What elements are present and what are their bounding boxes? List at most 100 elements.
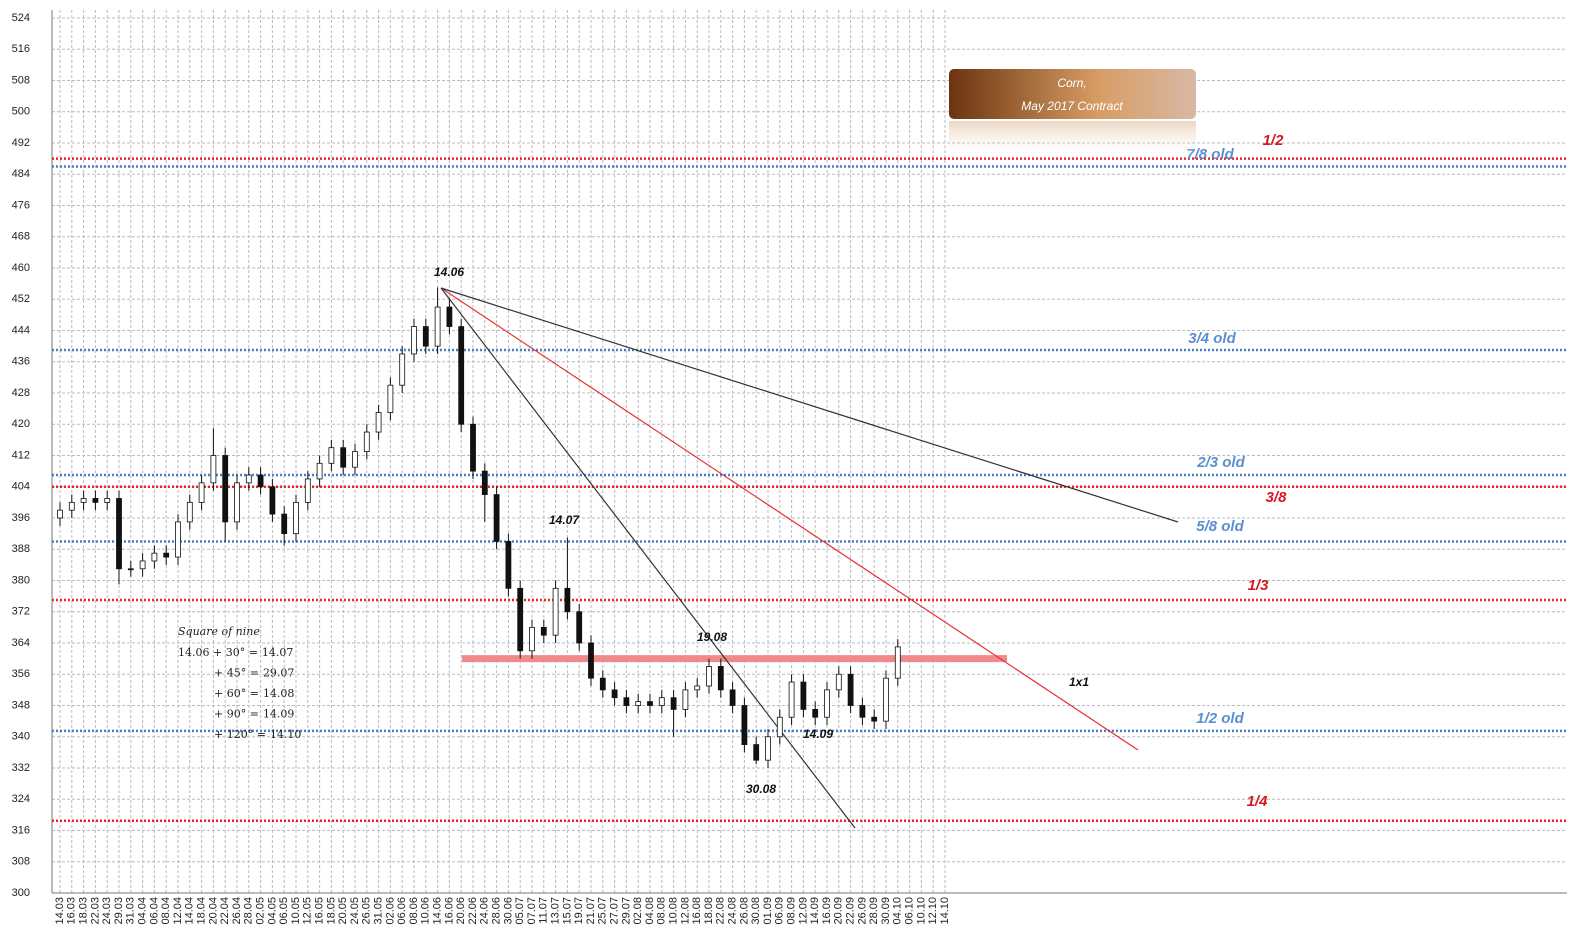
chart-title: May 2017 Contract (1021, 99, 1123, 113)
candle-body (824, 689, 830, 718)
y-tick-label: 412 (12, 449, 30, 461)
annotation: 19.08 (697, 630, 727, 644)
x-tick-label: 12.04 (172, 897, 184, 925)
square-title: Square of nine (178, 625, 260, 638)
candle-body (658, 697, 665, 706)
candle-body (670, 697, 677, 710)
candle-body (647, 701, 653, 706)
candle-body (552, 587, 559, 636)
x-tick-label: 24.05 (349, 897, 361, 925)
x-tick-label: 05.07 (514, 897, 526, 925)
x-tick-label: 27.07 (609, 897, 621, 925)
trend-line (440, 287, 856, 829)
candle-body (894, 646, 901, 679)
candle-body (57, 509, 63, 519)
x-tick-label: 12.10 (927, 897, 939, 925)
x-tick-label: 22.06 (467, 897, 479, 925)
y-tick-label: 396 (12, 512, 30, 524)
x-tick-label: 28.06 (491, 897, 503, 925)
square-result: 14.08 (263, 687, 295, 700)
candle-body (847, 673, 854, 706)
candle-body (186, 501, 193, 523)
y-tick-label: 308 (12, 856, 30, 868)
candle-body (835, 673, 842, 691)
x-tick-label: 24.08 (727, 897, 739, 925)
y-tick-label: 524 (12, 12, 30, 24)
y-tick-label: 364 (12, 637, 30, 649)
x-tick-label: 20.05 (337, 897, 349, 925)
y-tick-label: 500 (12, 106, 30, 118)
candle-body (517, 587, 524, 652)
y-tick-label: 372 (12, 606, 30, 618)
x-tick-label: 14.09 (809, 897, 821, 925)
x-tick-label: 19.07 (573, 897, 585, 925)
x-tick-label: 12.08 (679, 897, 691, 925)
x-tick-label: 30.09 (880, 897, 892, 925)
square-expr: + 120° = (214, 728, 266, 741)
x-tick-label: 04.04 (137, 897, 149, 925)
x-tick-label: 31.03 (125, 897, 137, 925)
x-tick-label: 08.09 (786, 897, 798, 925)
level-label: 1/4 (1247, 793, 1269, 810)
candle-body (564, 587, 571, 613)
candle-body (623, 697, 630, 706)
y-tick-label: 444 (12, 324, 30, 336)
candle-body (576, 611, 583, 644)
x-tick-label: 29.03 (113, 897, 125, 925)
x-tick-label: 18.05 (325, 897, 337, 925)
x-tick-label: 06.04 (148, 897, 160, 925)
candle-body (363, 431, 370, 452)
candle-body (304, 478, 311, 503)
candle-body (175, 521, 181, 558)
x-tick-label: 30.06 (502, 897, 514, 925)
candle-body (765, 736, 771, 761)
x-tick-label: 16.03 (66, 897, 78, 925)
y-tick-label: 436 (12, 356, 30, 368)
candle-body (163, 552, 170, 558)
candle-body (316, 462, 323, 480)
candle-body (210, 455, 217, 484)
y-tick-label: 388 (12, 543, 30, 555)
candle-body (328, 447, 335, 464)
candle-body (529, 626, 535, 652)
x-tick-label: 14.10 (939, 897, 951, 925)
candle-body (151, 552, 158, 562)
y-tick-label: 332 (12, 762, 30, 774)
annotation: 1x1 (1069, 675, 1089, 689)
y-tick-label: 356 (12, 668, 30, 680)
y-tick-label: 300 (12, 887, 30, 899)
trend-line (440, 287, 1179, 523)
square-result: 14.10 (270, 728, 302, 741)
x-tick-label: 10.08 (668, 897, 680, 925)
x-tick-label: 18.08 (703, 897, 715, 925)
x-tick-label: 01.09 (762, 897, 774, 925)
x-tick-label: 14.04 (184, 897, 196, 925)
title-reflection (949, 121, 1196, 161)
x-tick-label: 28.04 (243, 897, 255, 925)
x-tick-label: 28.09 (868, 897, 880, 925)
candle-body (411, 326, 417, 355)
level-label: 1/2 (1263, 132, 1285, 149)
candle-body (682, 689, 689, 710)
x-tick-label: 10.10 (915, 897, 927, 925)
y-tick-label: 380 (12, 574, 30, 586)
candle-body (92, 498, 99, 503)
x-tick-label: 06.10 (904, 897, 916, 925)
candle-body (458, 326, 465, 425)
x-tick-label: 06.09 (774, 897, 786, 925)
candle-body (753, 744, 760, 761)
candle-body (139, 560, 146, 570)
chart-title: Corn, (1057, 76, 1086, 90)
x-tick-label: 16.09 (821, 897, 833, 925)
candle-body (222, 455, 229, 523)
x-tick-label: 22.08 (715, 897, 727, 925)
x-tick-label: 29.07 (620, 897, 632, 925)
y-tick-label: 492 (12, 137, 30, 149)
candle-body (505, 541, 512, 589)
candle-body (588, 642, 594, 679)
x-tick-label: 15.07 (561, 897, 573, 925)
x-tick-label: 08.08 (656, 897, 668, 925)
support-band (462, 655, 1007, 663)
annotation: 14.09 (803, 727, 833, 741)
